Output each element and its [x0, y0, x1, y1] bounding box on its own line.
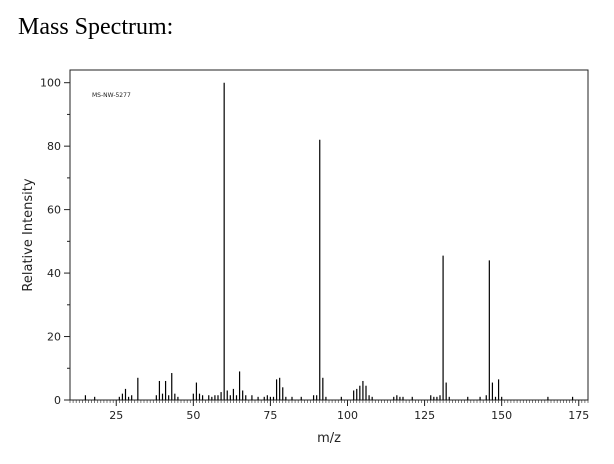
y-axis: 0 20 40 60 80 100 — [40, 77, 70, 407]
y-tick-label: 40 — [47, 267, 61, 280]
spectrum-id: MS-NW-5277 — [92, 92, 131, 99]
y-tick-label: 20 — [47, 331, 61, 344]
peaks — [84, 82, 574, 400]
x-tick-label: 75 — [263, 409, 277, 422]
y-tick-label: 60 — [47, 204, 61, 217]
x-tick-label: 100 — [337, 409, 358, 422]
x-tick-label: 25 — [109, 409, 123, 422]
x-axis-title: m/z — [317, 431, 341, 446]
plot-frame — [69, 69, 589, 401]
y-tick-label: 100 — [40, 77, 61, 90]
y-tick-label: 80 — [47, 140, 61, 153]
y-tick-label: 0 — [54, 394, 61, 407]
y-axis-title: Relative Intensity — [21, 178, 36, 291]
page-heading: Mass Spectrum: — [18, 14, 174, 40]
x-axis: 25 50 75 100 125 150 175 — [69, 400, 589, 422]
x-tick-label: 150 — [491, 409, 512, 422]
x-tick-label: 50 — [186, 409, 200, 422]
x-tick-label: 175 — [568, 409, 589, 422]
x-tick-label: 125 — [414, 409, 435, 422]
